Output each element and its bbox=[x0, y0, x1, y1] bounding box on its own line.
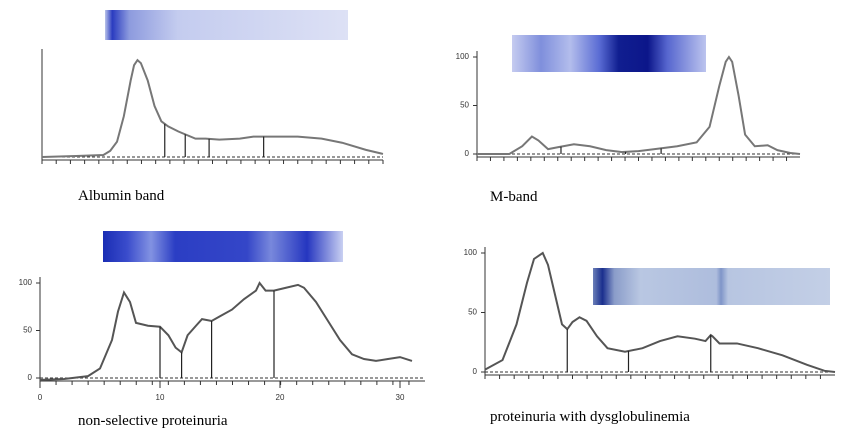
x-tick-label: 10 bbox=[156, 393, 165, 402]
x-tick-label: 0 bbox=[38, 393, 43, 402]
density-curve bbox=[484, 251, 836, 373]
gel-strip bbox=[105, 10, 348, 40]
density-curve bbox=[39, 281, 413, 381]
y-tick-label: 0 bbox=[465, 149, 470, 158]
gel-strip bbox=[593, 268, 830, 305]
density-curve bbox=[477, 55, 801, 155]
x-tick-label: 30 bbox=[396, 393, 405, 402]
panel-caption: proteinuria with dysglobulinemia bbox=[490, 409, 690, 425]
y-tick-label: 100 bbox=[456, 52, 470, 61]
y-tick-label: 50 bbox=[468, 308, 477, 317]
y-tick-label: 0 bbox=[28, 373, 33, 382]
gel-strip bbox=[103, 231, 343, 262]
gel-strip bbox=[512, 35, 706, 72]
y-tick-label: 0 bbox=[473, 367, 478, 376]
panel-caption: Albumin band bbox=[78, 188, 165, 204]
y-tick-label: 50 bbox=[460, 101, 469, 110]
y-tick-label: 100 bbox=[464, 248, 478, 257]
y-tick-label: 100 bbox=[19, 278, 33, 287]
y-tick-label: 50 bbox=[23, 326, 32, 335]
density-curve bbox=[41, 58, 384, 158]
panel-caption: M-band bbox=[490, 189, 538, 205]
x-tick-label: 20 bbox=[276, 393, 285, 402]
panel-caption: non-selective proteinuria bbox=[78, 413, 228, 429]
